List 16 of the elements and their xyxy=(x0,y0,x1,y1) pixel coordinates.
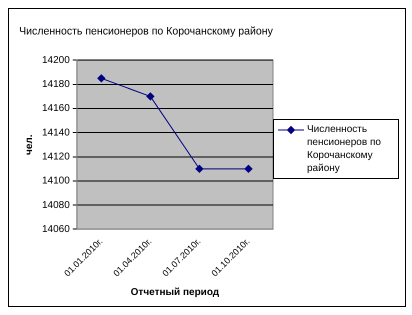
point xyxy=(97,74,106,82)
y-tick-label: 14200 xyxy=(42,54,70,66)
legend-label: Численность пенсионеров по Корочанскому району xyxy=(307,123,382,175)
y-axis-title: чел. xyxy=(24,134,35,155)
y-tick-label: 14120 xyxy=(42,152,70,163)
y-tick-label: 14100 xyxy=(42,176,70,187)
x-axis-title: Отчетный период xyxy=(130,286,220,298)
y-tick-label: 14080 xyxy=(42,200,70,211)
chart-title: Численность пенсионеров по Корочанскому району xyxy=(19,25,274,38)
point xyxy=(195,164,204,173)
y-tick-label: 14140 xyxy=(42,127,70,138)
y-tick-label: 14060 xyxy=(42,224,70,235)
y-tick-label: 14160 xyxy=(42,103,70,114)
y-tick-label: 14180 xyxy=(42,79,70,90)
point xyxy=(146,92,154,100)
point xyxy=(244,164,252,173)
